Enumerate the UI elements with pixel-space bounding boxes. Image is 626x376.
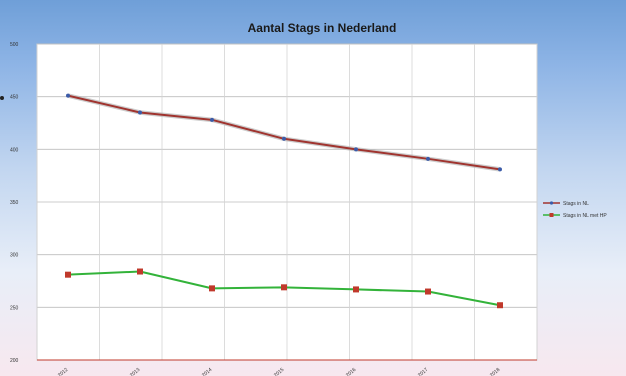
x-tick-label: 2016 [345,367,358,376]
data-point [425,288,431,295]
x-axis-ticks: 2012 2013 2014 2015 2016 2017 2018 [57,367,502,376]
data-point [65,271,71,278]
data-point [138,110,142,115]
y-tick-label: 400 [10,147,19,153]
x-tick-label: 2017 [417,367,430,376]
x-tick-label: 2014 [201,367,214,376]
data-point [281,284,287,291]
data-point [282,136,286,141]
x-tick-label: 2015 [273,367,286,376]
legend-label: Stags in NL met HP [563,213,607,219]
data-point [354,147,358,152]
y-tick-label: 350 [10,200,19,206]
edge-dot [0,96,4,100]
legend-label: Stags in NL [563,201,589,207]
y-tick-label: 300 [10,253,19,259]
data-point [497,302,503,309]
x-tick-label: 2018 [489,367,502,376]
legend-swatch-marker [549,213,554,217]
legend: Stags in NL Stags in NL met HP [543,201,607,219]
data-point [210,117,214,122]
data-point [137,268,143,275]
y-axis-ticks: 200 250 300 350 400 450 500 [10,42,19,364]
y-tick-label: 200 [10,358,19,364]
data-point [498,167,502,172]
data-point [66,93,70,98]
data-point [209,285,215,292]
legend-swatch-marker [549,201,554,205]
x-tick-label: 2012 [57,367,70,376]
chart-title: Aantal Stags in Nederland [248,21,397,35]
y-tick-label: 450 [10,95,19,101]
x-tick-label: 2013 [129,367,142,376]
data-point [353,286,359,293]
y-tick-label: 500 [10,42,19,48]
grid-lines [36,43,538,361]
data-point [426,156,430,161]
y-tick-label: 250 [10,305,19,311]
series-lines [65,93,503,309]
